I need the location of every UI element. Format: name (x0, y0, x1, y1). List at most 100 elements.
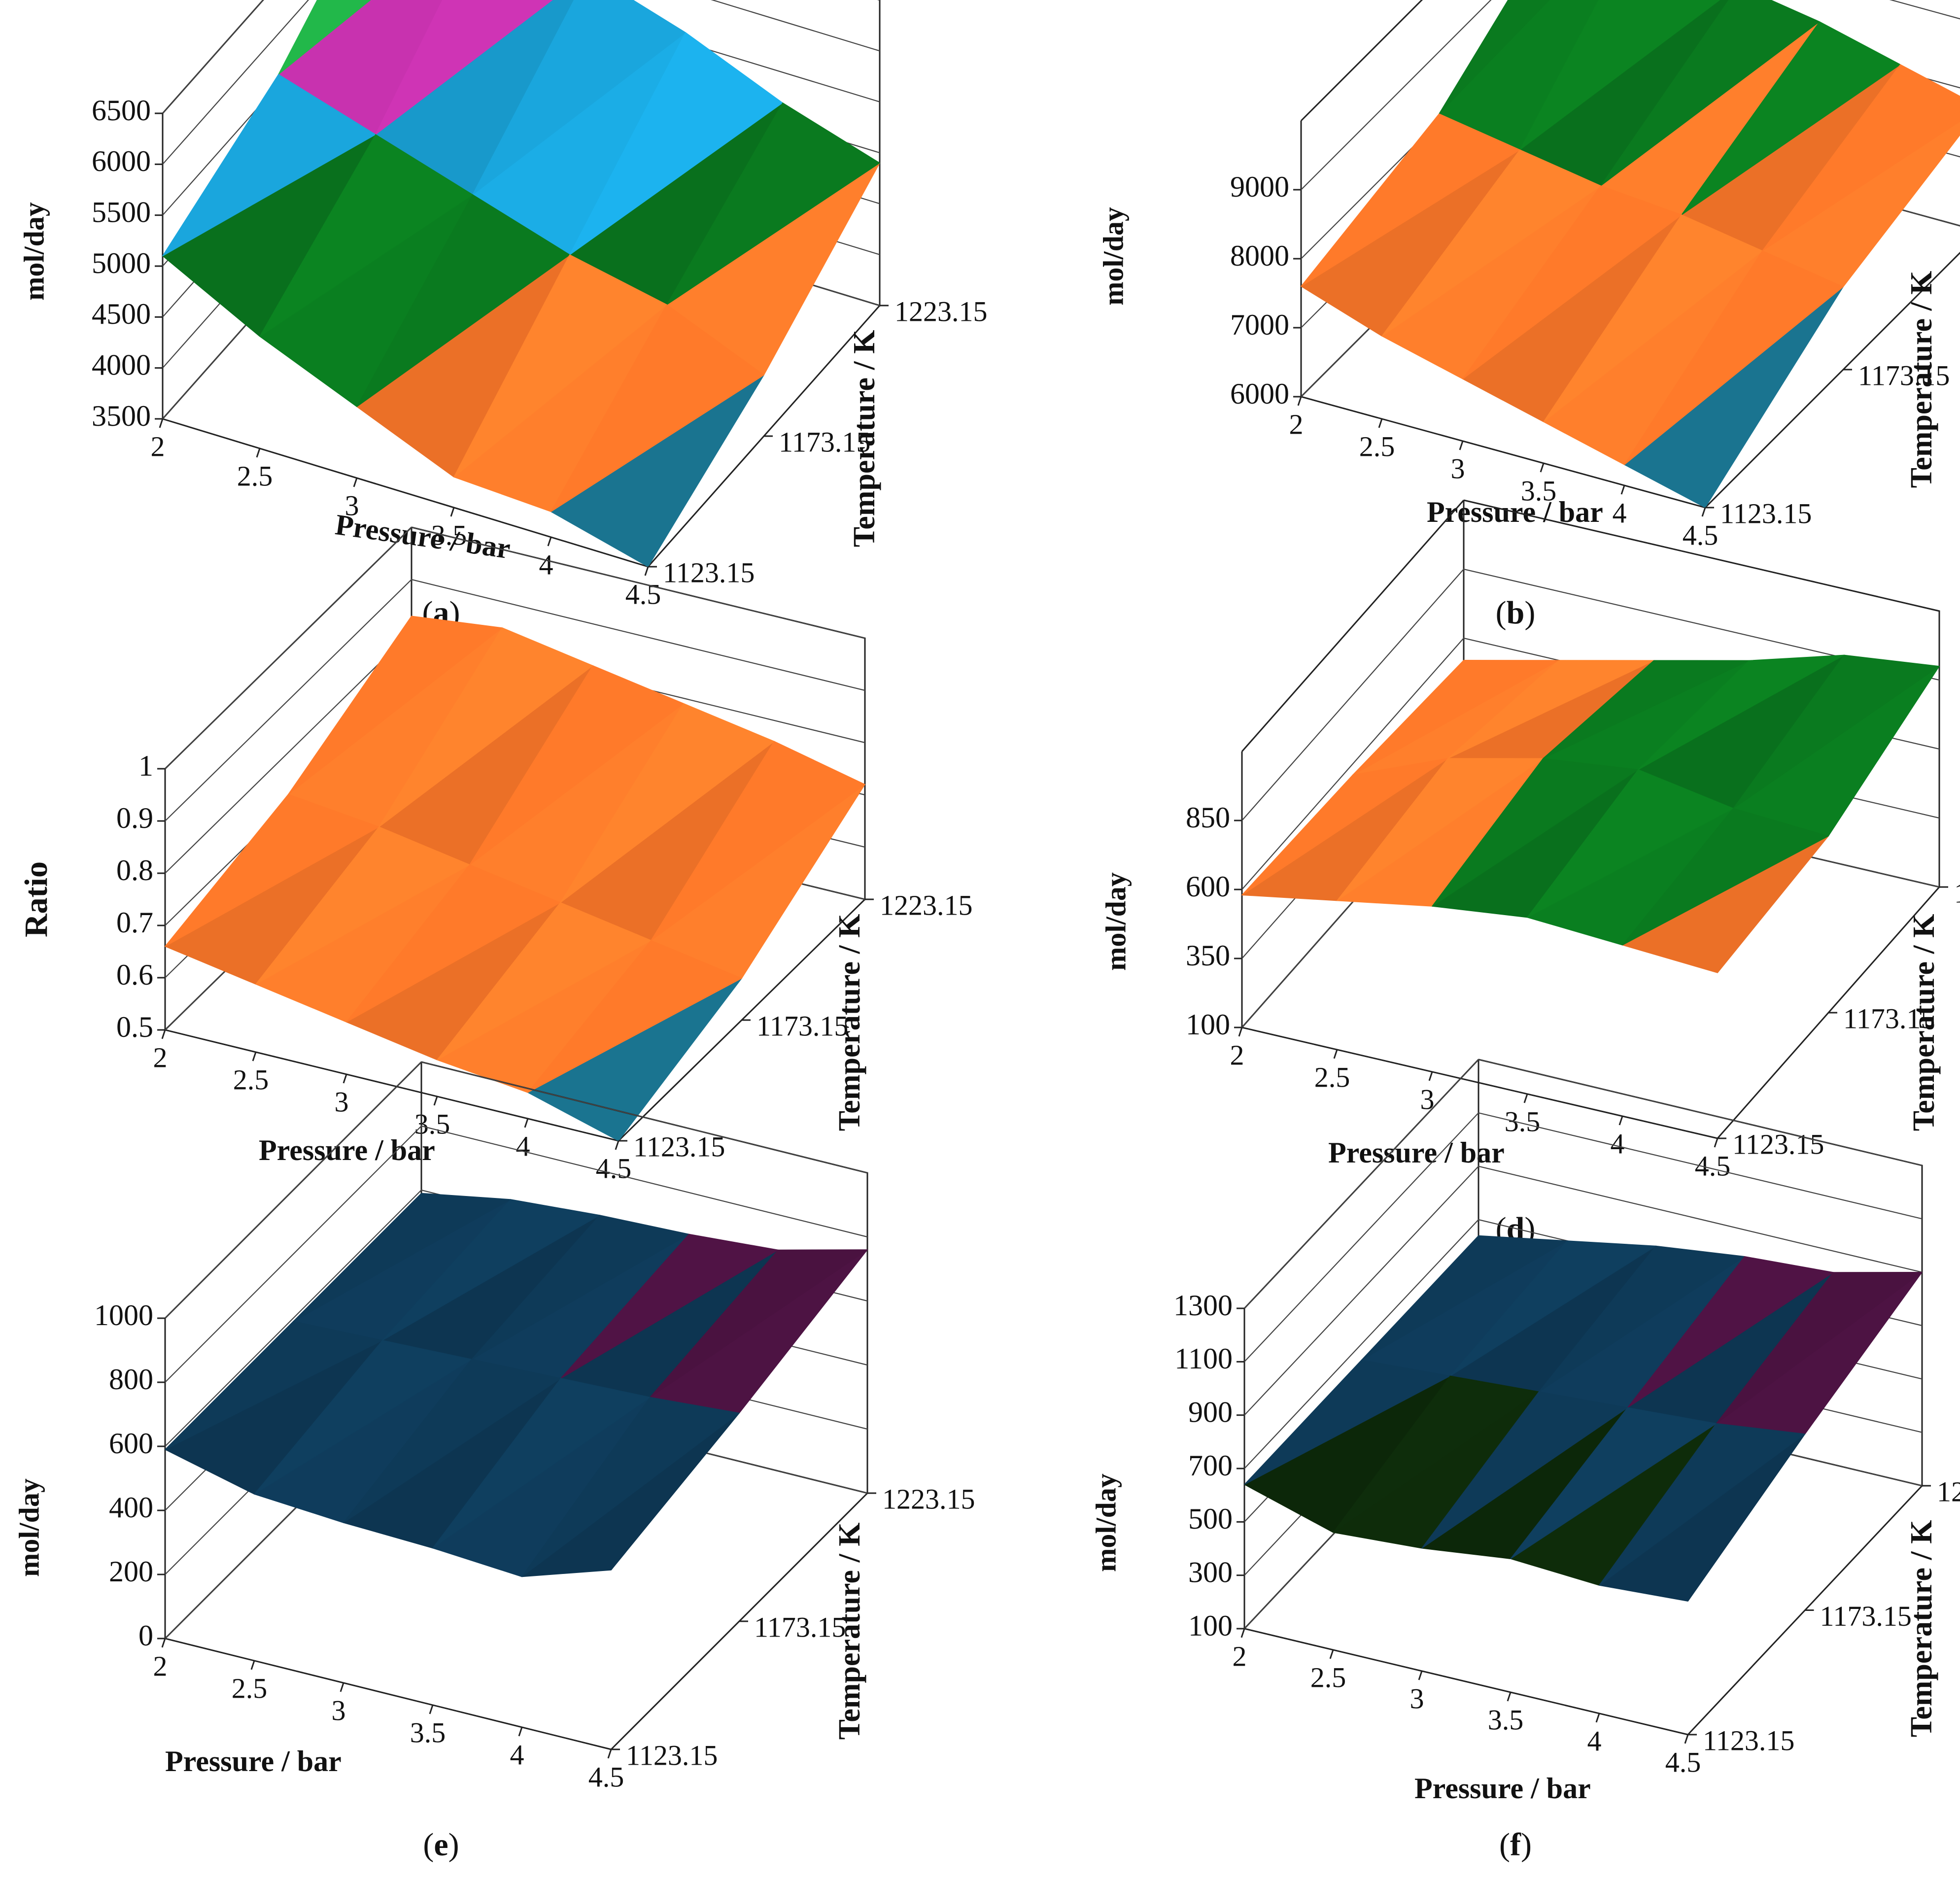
gridline (1241, 568, 1940, 821)
gridline (1244, 1112, 1923, 1363)
x-tick-mark (518, 1727, 523, 1737)
surface-facet (1439, 0, 1550, 114)
y-tick-label: 200 (109, 1555, 153, 1588)
z-tick-label: 1173.15 (1843, 1002, 1935, 1034)
x-tick-mark (1618, 1116, 1623, 1126)
surface-facet (356, 194, 570, 408)
surface-facet (1421, 1391, 1628, 1549)
surface-facet (527, 940, 742, 1093)
x-tick-label: 3.5 (414, 1108, 450, 1140)
y-tick-label: 400 (109, 1491, 153, 1524)
y-tick-label: 1000 (94, 1299, 153, 1332)
z-tick-label: 1123.15 (1720, 497, 1812, 529)
x-tick-mark (1378, 418, 1383, 428)
x-tick-mark (1428, 1071, 1433, 1081)
z-axis-title: Temperature / K (1907, 914, 1941, 1131)
y-tick-label: 0 (138, 1619, 153, 1652)
surface-facet (278, 0, 371, 75)
surface-facet (1543, 660, 1750, 759)
surface-facet (1543, 214, 1763, 422)
y-tick-label: 6000 (1230, 377, 1289, 410)
surface-f (1244, 1235, 1923, 1602)
y-tick-label: 3500 (92, 400, 151, 432)
surface-facet (1337, 758, 1544, 901)
z-axis-title: Temperature / K (833, 1523, 866, 1740)
x-axis-title: Pressure / bar (1328, 1136, 1505, 1169)
x-tick-label: 3 (1451, 452, 1465, 484)
x-tick-mark (1459, 441, 1464, 450)
surface-facet (1638, 654, 1845, 770)
surface-facet (1622, 808, 1829, 946)
surface-facet (1241, 758, 1448, 895)
x-tick-mark (524, 1118, 529, 1128)
surface-e (165, 1193, 868, 1577)
x-tick-label: 4 (1611, 1127, 1625, 1160)
x-axis-title: Pressure / bar (259, 1134, 435, 1166)
panel-b: 22.533.544.51123.151173.151223.156000700… (1097, 0, 1960, 631)
panel-caption: (b) (1496, 595, 1536, 631)
x-tick-mark (644, 566, 649, 576)
caption-part: ( (1499, 1827, 1510, 1863)
x-tick-label: 2.5 (233, 1063, 269, 1095)
gridline (165, 1125, 868, 1383)
z-tick-label: 1123.15 (663, 556, 755, 588)
y-tick-label: 4000 (92, 348, 151, 381)
surface-facet (162, 74, 376, 257)
x-tick-mark (250, 1660, 255, 1670)
x-tick-mark (1620, 485, 1625, 495)
x-tick-mark (429, 1705, 434, 1714)
y-axis-title: mol/day (18, 202, 50, 301)
surface-facet (1762, 64, 1960, 251)
x-tick-mark (1523, 1093, 1528, 1103)
top-left-edge (1241, 500, 1465, 752)
surface-d (1241, 654, 1940, 973)
y-tick-label: 600 (109, 1427, 153, 1460)
surface-facet (1519, 0, 1720, 150)
surface-facet (259, 134, 473, 337)
x-tick-mark (1333, 1049, 1338, 1059)
surface-facet (666, 102, 880, 306)
x-tick-label: 4 (1613, 497, 1627, 529)
z-axis-title: Temperature / K (1905, 1520, 1938, 1738)
x-tick-label: 2.5 (232, 1672, 268, 1704)
y-tick-label: 6000 (92, 145, 151, 177)
z-tick-label: 1223.15 (1937, 1475, 1960, 1507)
surface-facet (1432, 758, 1639, 907)
caption-part: ( (423, 1827, 434, 1863)
gridline (162, 0, 880, 114)
y-tick-label: 7000 (1230, 308, 1289, 341)
surface-facet (471, 1215, 689, 1360)
surface-facet (550, 304, 764, 512)
panel-caption: (f) (1499, 1827, 1532, 1863)
x-tick-label: 2.5 (237, 460, 273, 492)
surface-facet (453, 254, 667, 478)
surface-facet (346, 864, 561, 1023)
surface-facet (1600, 0, 1820, 186)
y-axis-title: mol/day (13, 1478, 45, 1577)
z-tick-label: 1123.15 (626, 1739, 718, 1771)
x-tick-mark (615, 1140, 619, 1150)
x-tick-mark (159, 418, 164, 428)
x-tick-label: 4.5 (596, 1152, 632, 1184)
y-tick-label: 5500 (92, 196, 151, 228)
surface-facet (255, 826, 470, 985)
panel-caption: (e) (423, 1827, 459, 1863)
z-tick-label: 1223.15 (880, 889, 973, 921)
x-tick-label: 3 (345, 489, 359, 521)
surface-facet (1681, 21, 1901, 215)
surface-facet (378, 627, 593, 827)
z-tick-label: 1173.15 (754, 1611, 846, 1643)
x-tick-label: 2.5 (1359, 430, 1395, 462)
z-tick-label: 1123.15 (1732, 1128, 1824, 1160)
x-tick-label: 4.5 (1665, 1746, 1701, 1778)
y-axis-title: mol/day (1100, 872, 1132, 971)
x-tick-mark (1714, 1138, 1719, 1148)
x-tick-mark (1540, 463, 1545, 473)
surface-facet (1462, 185, 1682, 379)
surface-facet (521, 1397, 740, 1577)
x-tick-label: 3 (1410, 1682, 1424, 1714)
x-tick-mark (1684, 1734, 1689, 1744)
x-tick-label: 2 (153, 1041, 168, 1073)
surface-facet (1361, 1235, 1568, 1361)
